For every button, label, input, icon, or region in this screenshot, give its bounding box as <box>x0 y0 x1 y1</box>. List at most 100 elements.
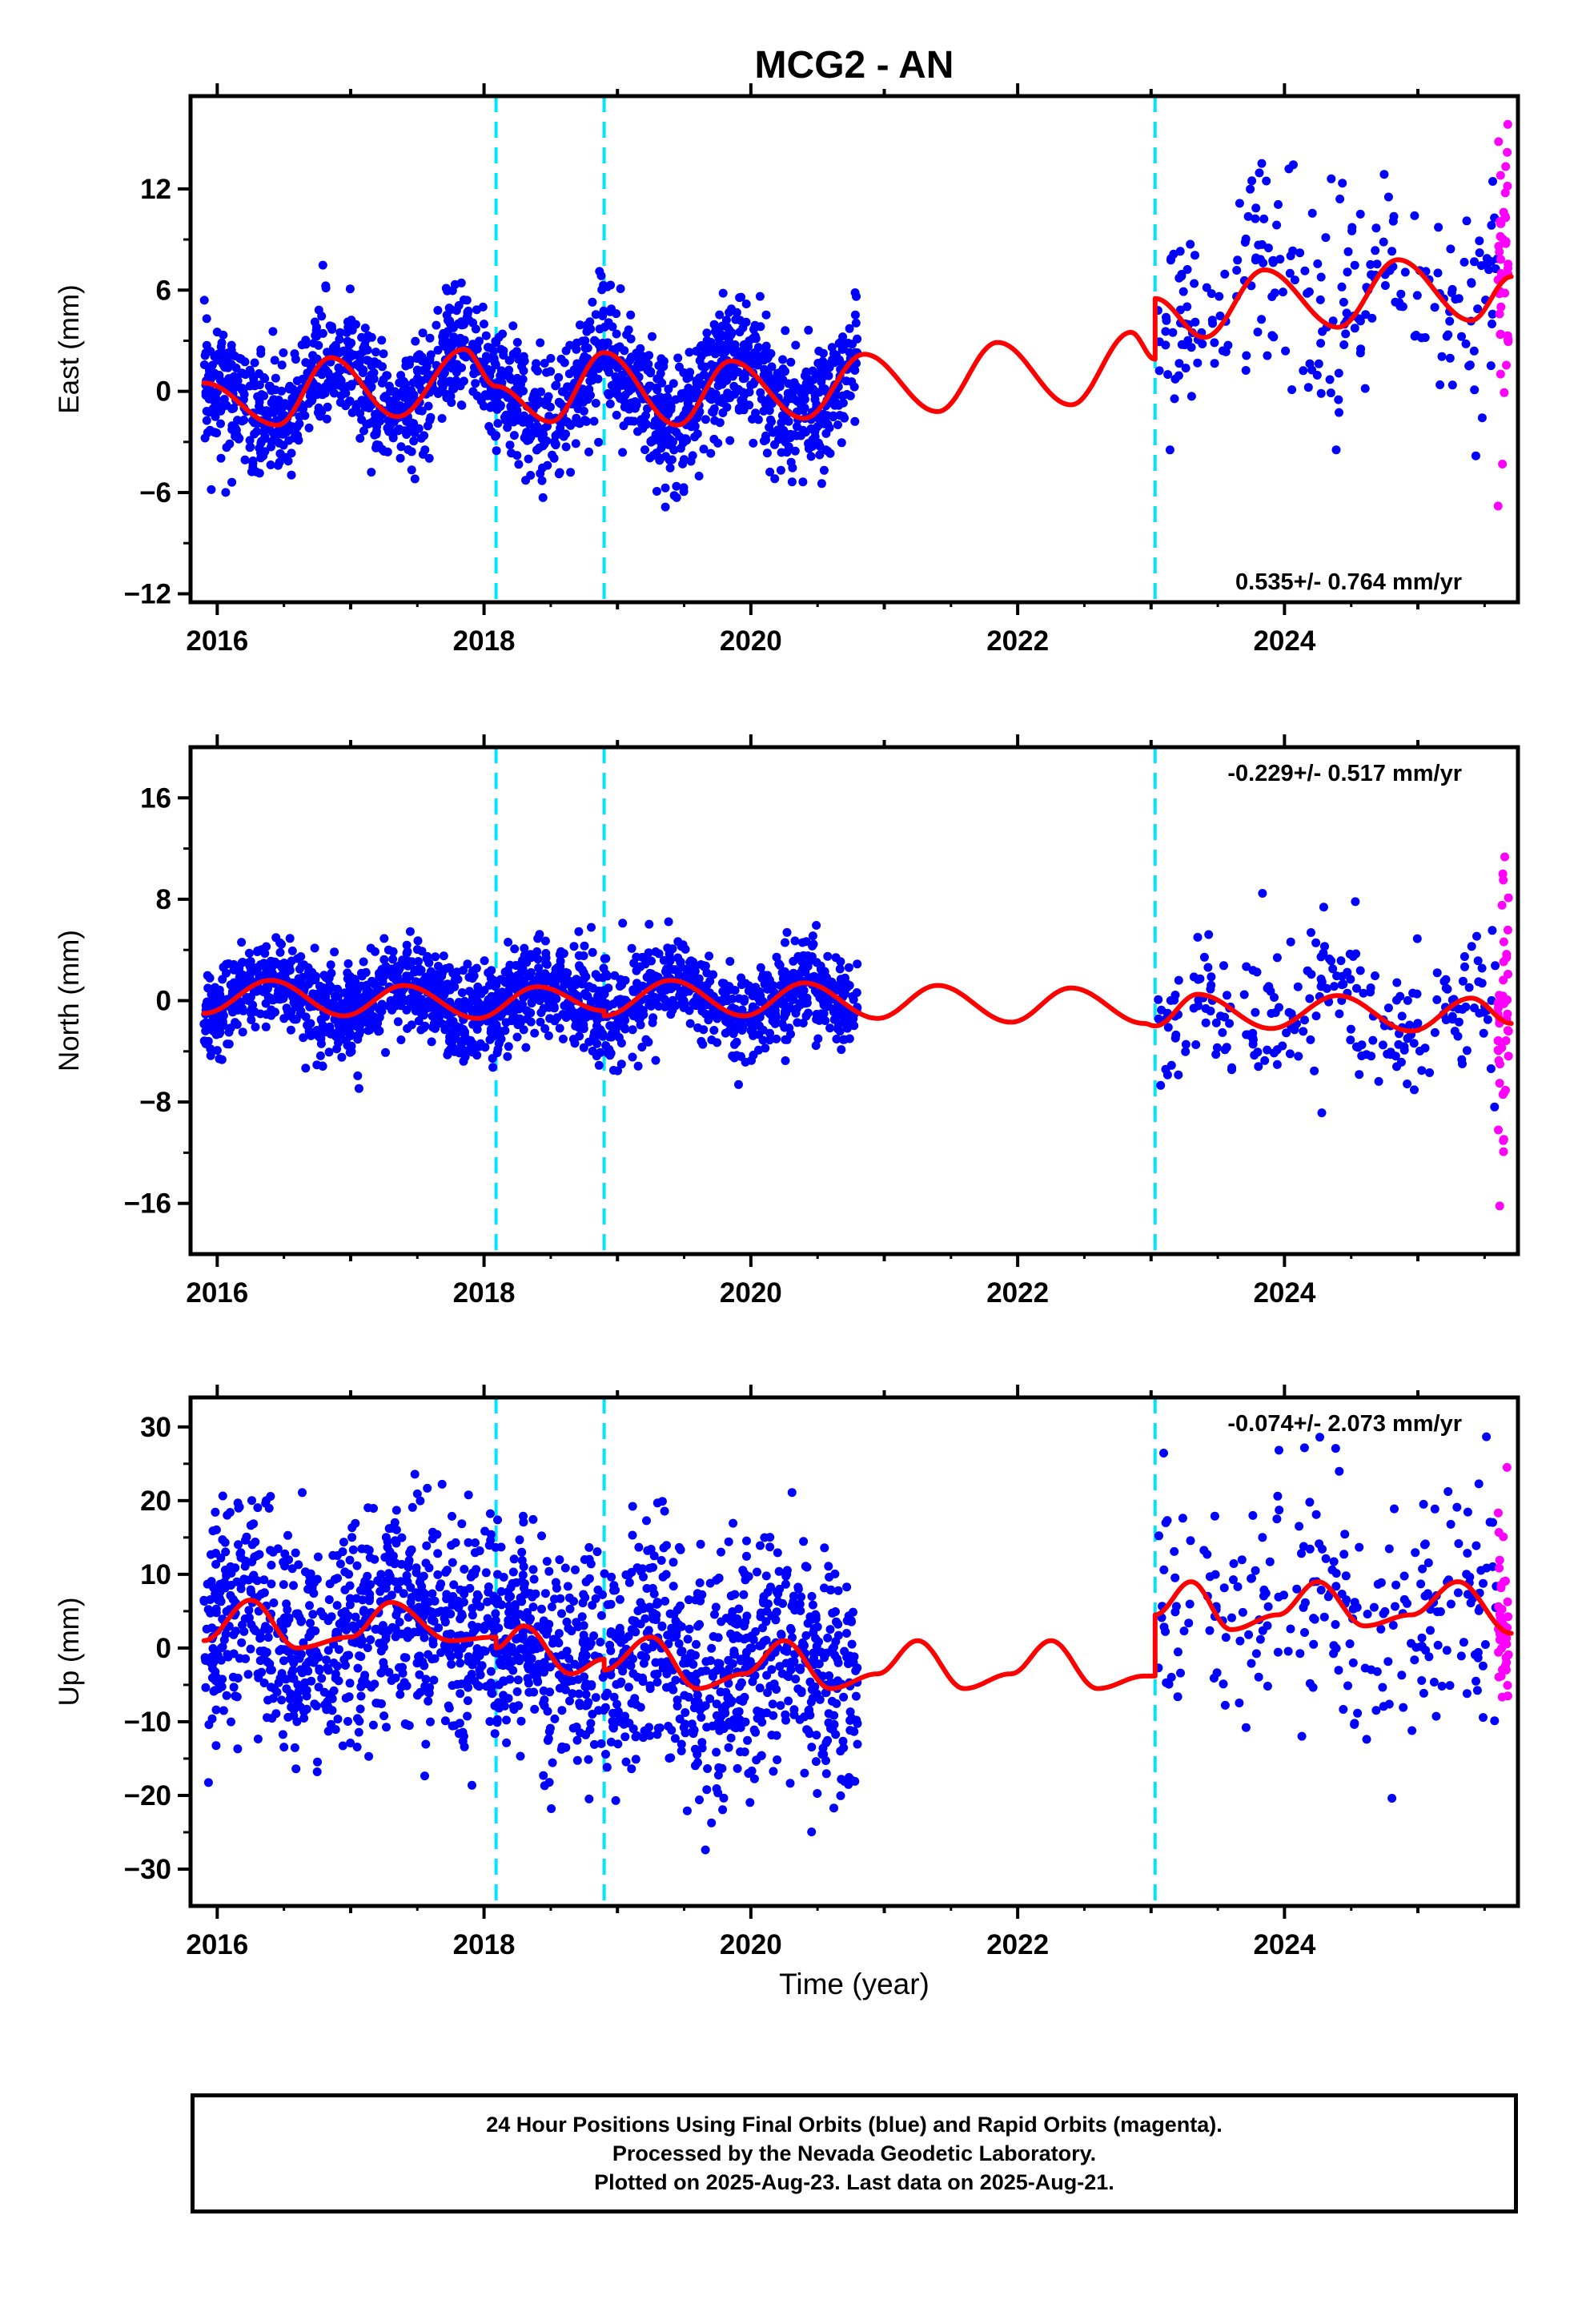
final-orbit-point <box>553 963 563 972</box>
final-orbit-point <box>577 965 587 975</box>
final-orbit-point <box>1475 248 1484 258</box>
final-orbit-point <box>664 440 673 449</box>
final-orbit-point <box>772 952 781 962</box>
final-orbit-point <box>840 413 849 423</box>
final-orbit-point <box>203 971 212 980</box>
final-orbit-point <box>762 448 772 458</box>
final-orbit-point <box>1285 268 1295 278</box>
final-orbit-point <box>295 1009 305 1019</box>
final-orbit-point <box>813 1789 822 1798</box>
final-orbit-point <box>1430 303 1439 312</box>
final-orbit-point <box>244 948 254 958</box>
final-orbit-point <box>1410 1085 1419 1095</box>
final-orbit-point <box>334 1645 343 1655</box>
final-orbit-point <box>1287 385 1297 395</box>
final-orbit-point <box>571 439 580 448</box>
final-orbit-point <box>1458 976 1468 986</box>
final-orbit-point <box>737 973 746 983</box>
final-orbit-point <box>628 1502 637 1511</box>
final-orbit-point <box>1486 361 1496 371</box>
x-tick-label: 2022 <box>986 1277 1049 1309</box>
final-orbit-point <box>786 357 796 367</box>
final-orbit-point <box>331 340 340 350</box>
final-orbit-point <box>377 336 387 345</box>
final-orbit-point <box>237 1638 247 1647</box>
final-orbit-point <box>558 1010 568 1019</box>
final-orbit-point <box>853 959 862 969</box>
final-orbit-point <box>1193 975 1203 984</box>
final-orbit-point <box>203 1579 212 1589</box>
final-orbit-point <box>480 956 489 966</box>
final-orbit-point <box>533 366 542 376</box>
final-orbit-point <box>678 434 688 444</box>
rapid-orbit-point <box>1493 1036 1503 1046</box>
final-orbit-point <box>1191 1040 1201 1049</box>
final-orbit-point <box>1462 216 1472 226</box>
final-orbit-point <box>709 1026 719 1035</box>
final-orbit-point <box>702 1000 712 1010</box>
final-orbit-point <box>410 1470 420 1479</box>
final-orbit-point <box>731 315 741 324</box>
final-orbit-point <box>837 1045 846 1055</box>
final-orbit-point <box>326 1029 335 1039</box>
rapid-orbit-point <box>1498 1090 1508 1100</box>
final-orbit-point <box>613 1739 623 1749</box>
final-orbit-point <box>761 310 771 320</box>
final-orbit-point <box>1447 284 1457 294</box>
final-orbit-point <box>717 979 727 988</box>
final-orbit-point <box>619 421 628 431</box>
final-orbit-point <box>1454 1004 1464 1014</box>
final-orbit-point <box>776 981 785 990</box>
final-orbit-point <box>293 954 303 963</box>
final-orbit-point <box>1207 289 1216 299</box>
final-orbit-point <box>725 308 734 317</box>
final-orbit-point <box>725 957 735 966</box>
final-orbit-point <box>337 1052 347 1062</box>
final-orbit-point <box>321 281 331 291</box>
final-orbit-point <box>672 428 681 437</box>
final-orbit-point <box>625 356 635 365</box>
final-orbit-point <box>554 397 564 407</box>
final-orbit-point <box>363 1643 372 1653</box>
final-orbit-point <box>1272 953 1282 963</box>
final-orbit-point <box>580 941 589 951</box>
final-orbit-point <box>604 1032 614 1042</box>
final-orbit-point <box>1379 170 1389 179</box>
final-orbit-point <box>1215 292 1224 301</box>
final-orbit-point <box>541 959 551 968</box>
final-orbit-point <box>665 400 675 409</box>
final-orbit-point <box>666 984 676 994</box>
final-orbit-point <box>367 373 376 383</box>
final-orbit-point <box>1307 928 1315 937</box>
final-orbit-point <box>1359 988 1368 998</box>
final-orbit-point <box>829 1803 838 1813</box>
final-orbit-point <box>528 1565 538 1574</box>
final-orbit-point <box>468 1047 477 1056</box>
final-orbit-point <box>1334 368 1343 378</box>
final-orbit-point <box>551 381 560 391</box>
final-orbit-point <box>836 986 845 995</box>
final-orbit-point <box>1339 340 1349 349</box>
final-orbit-point <box>561 442 571 452</box>
final-orbit-point <box>1299 366 1308 376</box>
final-orbit-point <box>1488 177 1497 186</box>
final-orbit-point <box>418 328 428 338</box>
final-orbit-point <box>777 411 787 420</box>
final-orbit-point <box>819 465 829 475</box>
final-orbit-point <box>364 1751 374 1761</box>
final-orbit-point <box>834 339 844 348</box>
final-orbit-point <box>432 320 441 330</box>
final-orbit-point <box>457 400 467 410</box>
final-orbit-point <box>687 958 697 967</box>
final-orbit-point <box>520 943 529 953</box>
final-orbit-point <box>739 405 749 415</box>
final-orbit-point <box>343 1018 351 1027</box>
final-orbit-point <box>546 354 556 363</box>
final-orbit-point <box>713 1038 722 1047</box>
final-orbit-point <box>1154 1014 1163 1023</box>
final-orbit-point <box>541 949 551 958</box>
final-orbit-point <box>714 334 724 344</box>
final-orbit-point <box>252 427 262 436</box>
final-orbit-point <box>480 320 488 329</box>
final-orbit-point <box>695 356 705 365</box>
